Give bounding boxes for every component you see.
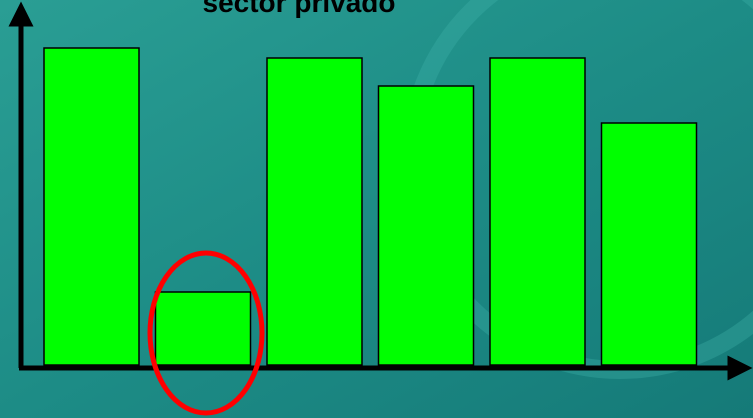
bar (489, 57, 586, 366)
bar (43, 47, 140, 366)
highlight-ellipse (147, 250, 265, 416)
bar (377, 85, 475, 366)
bar (600, 122, 698, 366)
chart-title: sector privado (203, 0, 396, 18)
bar (266, 57, 363, 366)
bars (43, 47, 698, 366)
bar (154, 291, 252, 366)
